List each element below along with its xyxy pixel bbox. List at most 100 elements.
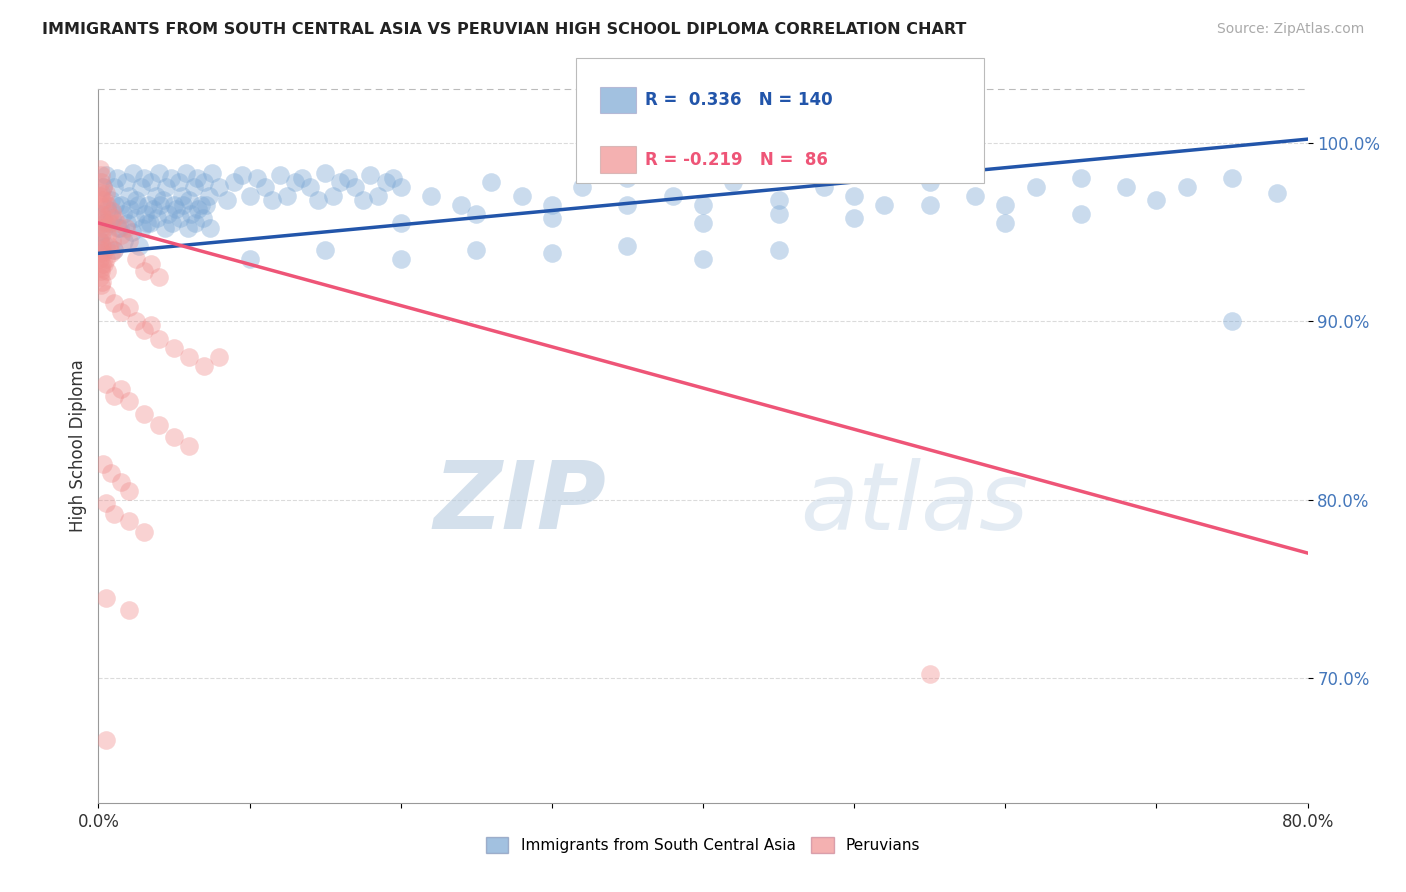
Point bbox=[89, 211, 111, 225]
Point bbox=[179, 439, 201, 453]
Point bbox=[170, 189, 193, 203]
Point bbox=[183, 180, 205, 194]
Point bbox=[128, 239, 150, 253]
Point bbox=[90, 175, 112, 189]
Point bbox=[100, 246, 122, 260]
Point bbox=[314, 243, 336, 257]
Point bbox=[284, 175, 307, 189]
Point bbox=[148, 332, 170, 346]
Point bbox=[873, 198, 896, 212]
Point bbox=[90, 186, 112, 200]
Point bbox=[239, 189, 262, 203]
Point bbox=[94, 376, 117, 391]
Point bbox=[90, 260, 112, 275]
Point bbox=[382, 171, 405, 186]
Point bbox=[93, 216, 115, 230]
Point bbox=[329, 175, 352, 189]
Point bbox=[918, 175, 941, 189]
Point bbox=[121, 225, 143, 239]
Point bbox=[148, 417, 170, 432]
Point bbox=[163, 430, 186, 444]
Point bbox=[692, 216, 714, 230]
Point bbox=[322, 189, 344, 203]
Point bbox=[98, 207, 121, 221]
Point bbox=[129, 180, 152, 194]
Point bbox=[134, 207, 156, 221]
Point bbox=[93, 257, 115, 271]
Point bbox=[145, 189, 167, 203]
Point bbox=[1024, 180, 1046, 194]
Point bbox=[540, 198, 562, 212]
Point bbox=[389, 180, 412, 194]
Point bbox=[142, 202, 165, 216]
Point bbox=[299, 180, 322, 194]
Point bbox=[94, 186, 117, 200]
Point bbox=[262, 193, 284, 207]
Point bbox=[103, 243, 125, 257]
Point bbox=[89, 234, 111, 248]
Point bbox=[96, 264, 118, 278]
Point bbox=[692, 252, 714, 266]
Point bbox=[768, 193, 790, 207]
Point bbox=[89, 252, 111, 266]
Point bbox=[723, 175, 745, 189]
Point bbox=[114, 221, 136, 235]
Point bbox=[768, 207, 790, 221]
Point bbox=[176, 221, 198, 235]
Point bbox=[91, 275, 114, 289]
Point bbox=[89, 234, 111, 248]
Point bbox=[105, 171, 128, 186]
Point bbox=[112, 234, 135, 248]
Point bbox=[107, 221, 129, 235]
Point bbox=[94, 239, 117, 253]
Point bbox=[360, 168, 382, 182]
Point bbox=[132, 171, 155, 186]
Point bbox=[91, 180, 114, 194]
Text: R =  0.336   N = 140: R = 0.336 N = 140 bbox=[645, 91, 832, 109]
Point bbox=[132, 264, 155, 278]
Point bbox=[163, 341, 186, 355]
Point bbox=[1175, 180, 1198, 194]
Point bbox=[208, 180, 231, 194]
Point bbox=[239, 252, 262, 266]
Point bbox=[661, 189, 683, 203]
Point bbox=[844, 189, 866, 203]
Point bbox=[184, 216, 207, 230]
Point bbox=[197, 189, 219, 203]
Point bbox=[100, 216, 122, 230]
Point bbox=[141, 318, 163, 332]
Point bbox=[90, 221, 112, 235]
Point bbox=[215, 193, 238, 207]
Point bbox=[118, 234, 141, 248]
Point bbox=[616, 198, 638, 212]
Point bbox=[813, 180, 835, 194]
Point bbox=[141, 175, 163, 189]
Point bbox=[194, 198, 217, 212]
Point bbox=[253, 180, 276, 194]
Point bbox=[103, 243, 125, 257]
Point bbox=[94, 733, 117, 747]
Point bbox=[110, 382, 132, 396]
Point bbox=[307, 193, 329, 207]
Point bbox=[110, 198, 132, 212]
Point bbox=[510, 189, 533, 203]
Point bbox=[481, 175, 503, 189]
Point bbox=[352, 193, 374, 207]
Point bbox=[768, 243, 790, 257]
Point bbox=[101, 234, 124, 248]
Point bbox=[125, 193, 148, 207]
Point bbox=[201, 166, 224, 180]
Point bbox=[89, 269, 111, 284]
Point bbox=[93, 193, 115, 207]
Point bbox=[1220, 171, 1243, 186]
Point bbox=[93, 221, 115, 235]
Point bbox=[1070, 171, 1092, 186]
Point bbox=[246, 171, 269, 186]
Point bbox=[120, 202, 142, 216]
Point bbox=[90, 246, 112, 260]
Point bbox=[103, 507, 125, 521]
Point bbox=[96, 228, 118, 243]
Point bbox=[105, 216, 128, 230]
Point bbox=[389, 216, 412, 230]
Point bbox=[156, 207, 179, 221]
